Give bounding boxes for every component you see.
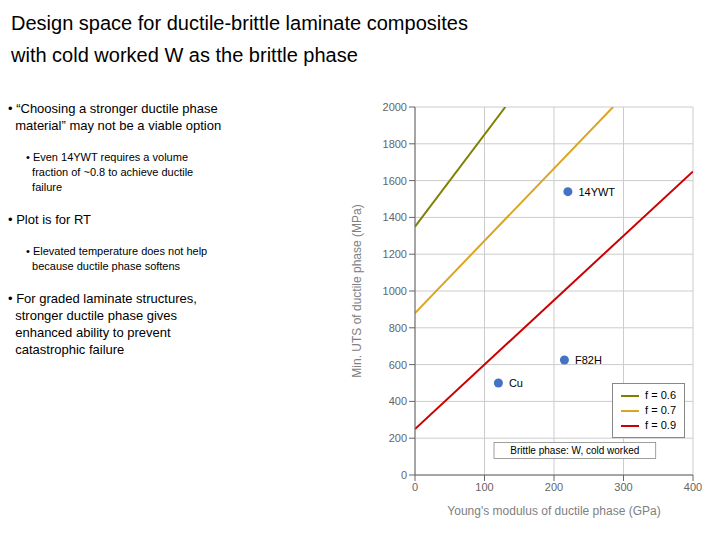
html-text:f = 0.7: f = 0.7	[645, 404, 676, 416]
svg-text:1200: 1200	[383, 248, 407, 260]
html-text:• Plot is for RT: • Plot is for RT	[8, 212, 92, 227]
svg-text:Cu: Cu	[509, 377, 523, 389]
svg-text:F82H: F82H	[575, 354, 602, 366]
svg-text:1400: 1400	[383, 211, 407, 223]
html-text:f = 0.6: f = 0.6	[645, 389, 676, 401]
svg-text:0: 0	[401, 469, 407, 481]
svg-text:400: 400	[684, 481, 702, 493]
svg-text:0: 0	[412, 481, 418, 493]
svg-text:400: 400	[389, 395, 407, 407]
svg-text:1800: 1800	[383, 138, 407, 150]
svg-text:1000: 1000	[383, 285, 407, 297]
svg-text:300: 300	[614, 481, 632, 493]
svg-text:600: 600	[389, 359, 407, 371]
html-text:• Elevated temperature does no: • Elevated temperature does not help bec…	[26, 245, 208, 272]
html-text:with cold worked W as the brit: with cold worked W as the brittle phase	[11, 44, 358, 66]
svg-text:200: 200	[545, 481, 563, 493]
svg-text:2000: 2000	[383, 101, 407, 113]
svg-text:1600: 1600	[383, 175, 407, 187]
svg-text:Brittle phase: W, cold worked: Brittle phase: W, cold worked	[510, 445, 639, 456]
svg-text:Young's modulus of ductile pha: Young's modulus of ductile phase (GPa)	[447, 504, 660, 518]
html-text:• Even 14YWT requires a volume: • Even 14YWT requires a volume fraction …	[26, 151, 194, 193]
html-text:Design space for ductile-britt: Design space for ductile-brittle laminat…	[11, 12, 468, 34]
html-text:f = 0.9: f = 0.9	[645, 419, 676, 431]
html-text:• For graded laminate structur: • For graded laminate structures, strong…	[8, 291, 197, 357]
html-text:• “Choosing a stronger ductile: • “Choosing a stronger ductile phase mat…	[8, 101, 222, 133]
svg-text:14YWT: 14YWT	[578, 186, 615, 198]
svg-text:100: 100	[475, 481, 493, 493]
svg-text:800: 800	[389, 322, 407, 334]
svg-text:Min. UTS of ductile phase (MPa: Min. UTS of ductile phase (MPa)	[350, 204, 364, 377]
svg-text:200: 200	[389, 432, 407, 444]
